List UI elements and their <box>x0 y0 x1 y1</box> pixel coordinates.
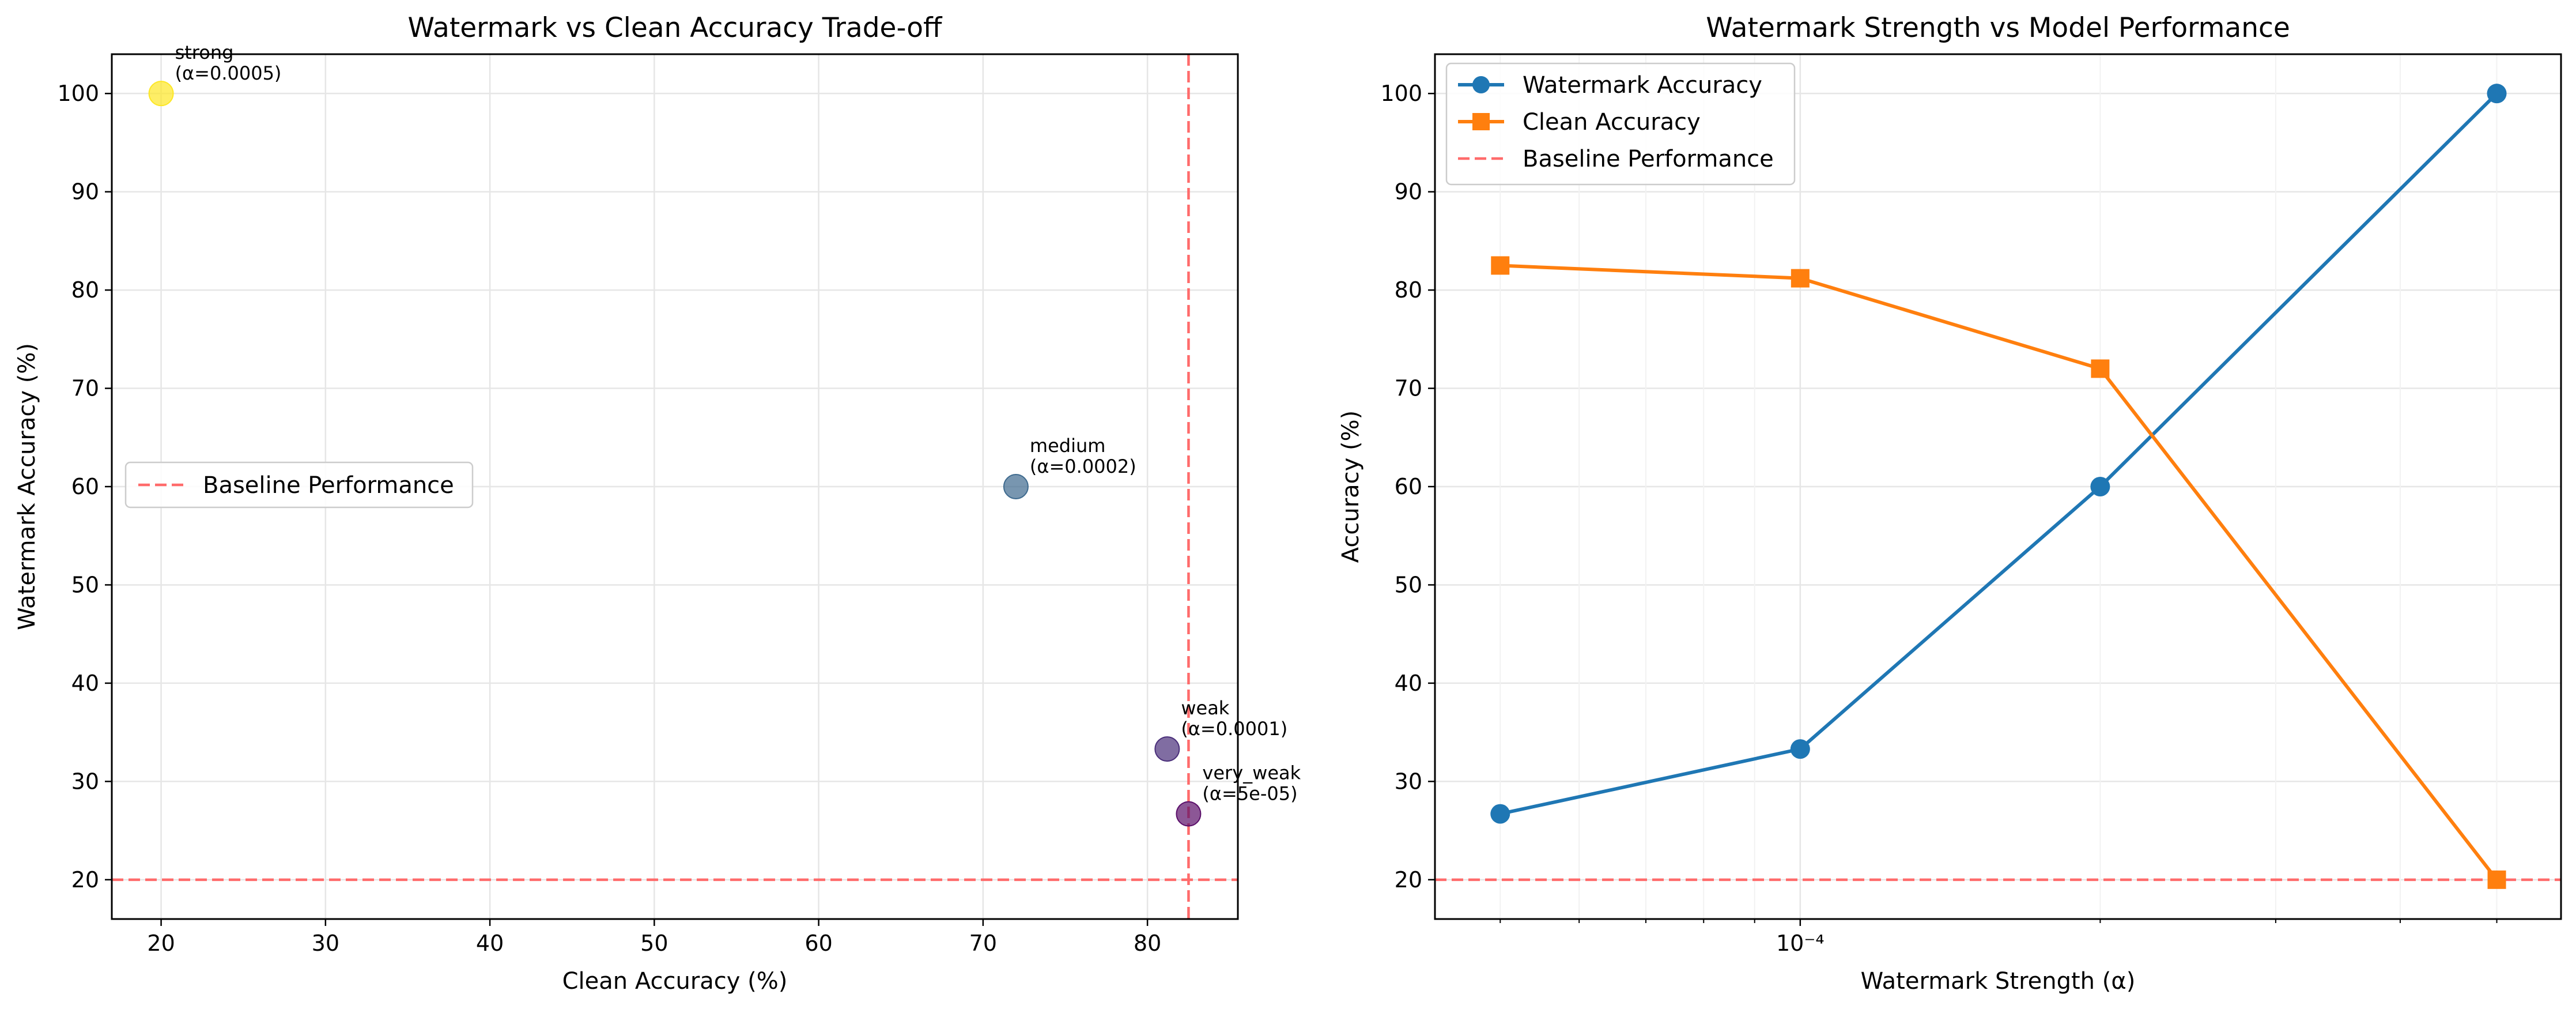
right-x-axis-label: Watermark Strength (α) <box>1861 968 2136 995</box>
point-label-weak: weak <box>1181 697 1229 719</box>
left-y-ticks: 20 30 40 50 60 70 80 90 100 <box>57 81 112 893</box>
point-alpha-label-medium: (α=0.0002) <box>1030 455 1136 477</box>
left-y-tick-label: 50 <box>71 572 99 597</box>
left-y-tick-label: 80 <box>71 277 99 303</box>
left-reference-lines <box>112 54 1238 919</box>
left-legend: Baseline Performance <box>124 461 474 509</box>
left-y-tick-label: 70 <box>71 376 99 401</box>
right-y-tick-label: 30 <box>1395 769 1422 794</box>
series-marker-clean <box>2091 359 2110 378</box>
point-label-very-weak: very_weak <box>1202 762 1301 784</box>
left-y-tick-label: 90 <box>71 179 99 205</box>
right-legend-watermark-marker <box>1472 76 1490 93</box>
right-series <box>1490 84 2507 889</box>
series-marker-watermark <box>2487 84 2507 104</box>
series-marker-watermark <box>1490 804 1510 824</box>
left-x-tick-label: 80 <box>1134 931 1161 956</box>
left-legend-box <box>124 461 474 509</box>
right-y-tick-label: 50 <box>1395 572 1422 597</box>
series-line-watermark <box>1499 92 2498 816</box>
left-y-axis-label: Watermark Accuracy (%) <box>14 343 40 630</box>
left-x-ticks: 20 30 40 50 60 70 80 <box>147 919 1161 956</box>
right-legend-clean-label: Clean Accuracy <box>1523 109 1701 135</box>
series-marker-watermark <box>1790 739 1810 759</box>
left-chart-title: Watermark vs Clean Accuracy Trade-off <box>408 12 943 44</box>
left-annotations: strong(α=0.0005) medium(α=0.0002) weak(α=0… <box>175 42 1301 804</box>
right-x-ticks: 10⁻⁴ <box>1499 919 2498 956</box>
scatter-point-strong <box>148 81 174 107</box>
left-x-tick-label: 40 <box>476 931 504 956</box>
left-x-tick-label: 20 <box>147 931 175 956</box>
series-marker-watermark <box>2090 477 2110 496</box>
right-chart-title: Watermark Strength vs Model Performance <box>1706 12 2290 44</box>
left-points <box>148 81 1202 827</box>
right-legend-baseline-label: Baseline Performance <box>1523 146 1774 172</box>
right-chart: 10⁻⁴ 20 30 40 50 60 70 80 90 100 Watermark Stren… <box>1338 12 2562 995</box>
right-y-tick-label: 90 <box>1395 179 1422 205</box>
right-y-tick-label: 70 <box>1395 376 1422 401</box>
left-x-tick-label: 50 <box>640 931 668 956</box>
scatter-point-medium <box>1003 474 1029 499</box>
right-legend-box <box>1445 62 1796 186</box>
left-x-axis-label: Clean Accuracy (%) <box>562 968 788 995</box>
right-y-tick-label: 80 <box>1395 277 1422 303</box>
point-alpha-label-weak: (α=0.0001) <box>1181 718 1287 740</box>
right-y-ticks: 20 30 40 50 60 70 80 90 100 <box>1380 81 1435 893</box>
scatter-point-weak <box>1154 736 1180 762</box>
left-y-tick-label: 40 <box>71 671 99 696</box>
series-marker-clean <box>1791 269 1810 288</box>
right-x-tick-label: 10⁻⁴ <box>1776 931 1825 956</box>
left-x-tick-label: 60 <box>804 931 832 956</box>
right-legend: Watermark Accuracy Clean Accuracy Baseli… <box>1445 62 1796 186</box>
right-y-tick-label: 40 <box>1395 671 1422 696</box>
series-marker-clean <box>2487 870 2506 889</box>
left-y-tick-label: 20 <box>71 867 99 893</box>
right-y-axis-label: Accuracy (%) <box>1338 411 1364 563</box>
point-label-strong: strong <box>175 42 234 63</box>
right-legend-watermark-label: Watermark Accuracy <box>1523 72 1762 99</box>
right-y-tick-label: 60 <box>1395 474 1422 499</box>
left-y-tick-label: 100 <box>57 81 99 106</box>
scatter-point-very-weak <box>1176 801 1202 827</box>
point-alpha-label-strong: (α=0.0005) <box>175 62 282 84</box>
point-label-medium: medium <box>1030 435 1106 457</box>
right-legend-clean-marker <box>1472 113 1490 130</box>
left-x-tick-label: 70 <box>969 931 997 956</box>
series-line-clean <box>1500 263 2498 881</box>
left-y-tick-label: 60 <box>71 474 99 499</box>
series-marker-clean <box>1491 256 1510 275</box>
left-legend-baseline-label: Baseline Performance <box>203 472 454 499</box>
left-chart: strong(α=0.0005) medium(α=0.0002) weak(α=0… <box>14 12 1301 995</box>
left-y-tick-label: 30 <box>71 769 99 794</box>
left-x-tick-label: 30 <box>312 931 339 956</box>
right-y-tick-label: 20 <box>1395 867 1422 893</box>
right-y-tick-label: 100 <box>1380 81 1422 106</box>
point-alpha-label-very-weak: (α=5e-05) <box>1202 783 1297 805</box>
